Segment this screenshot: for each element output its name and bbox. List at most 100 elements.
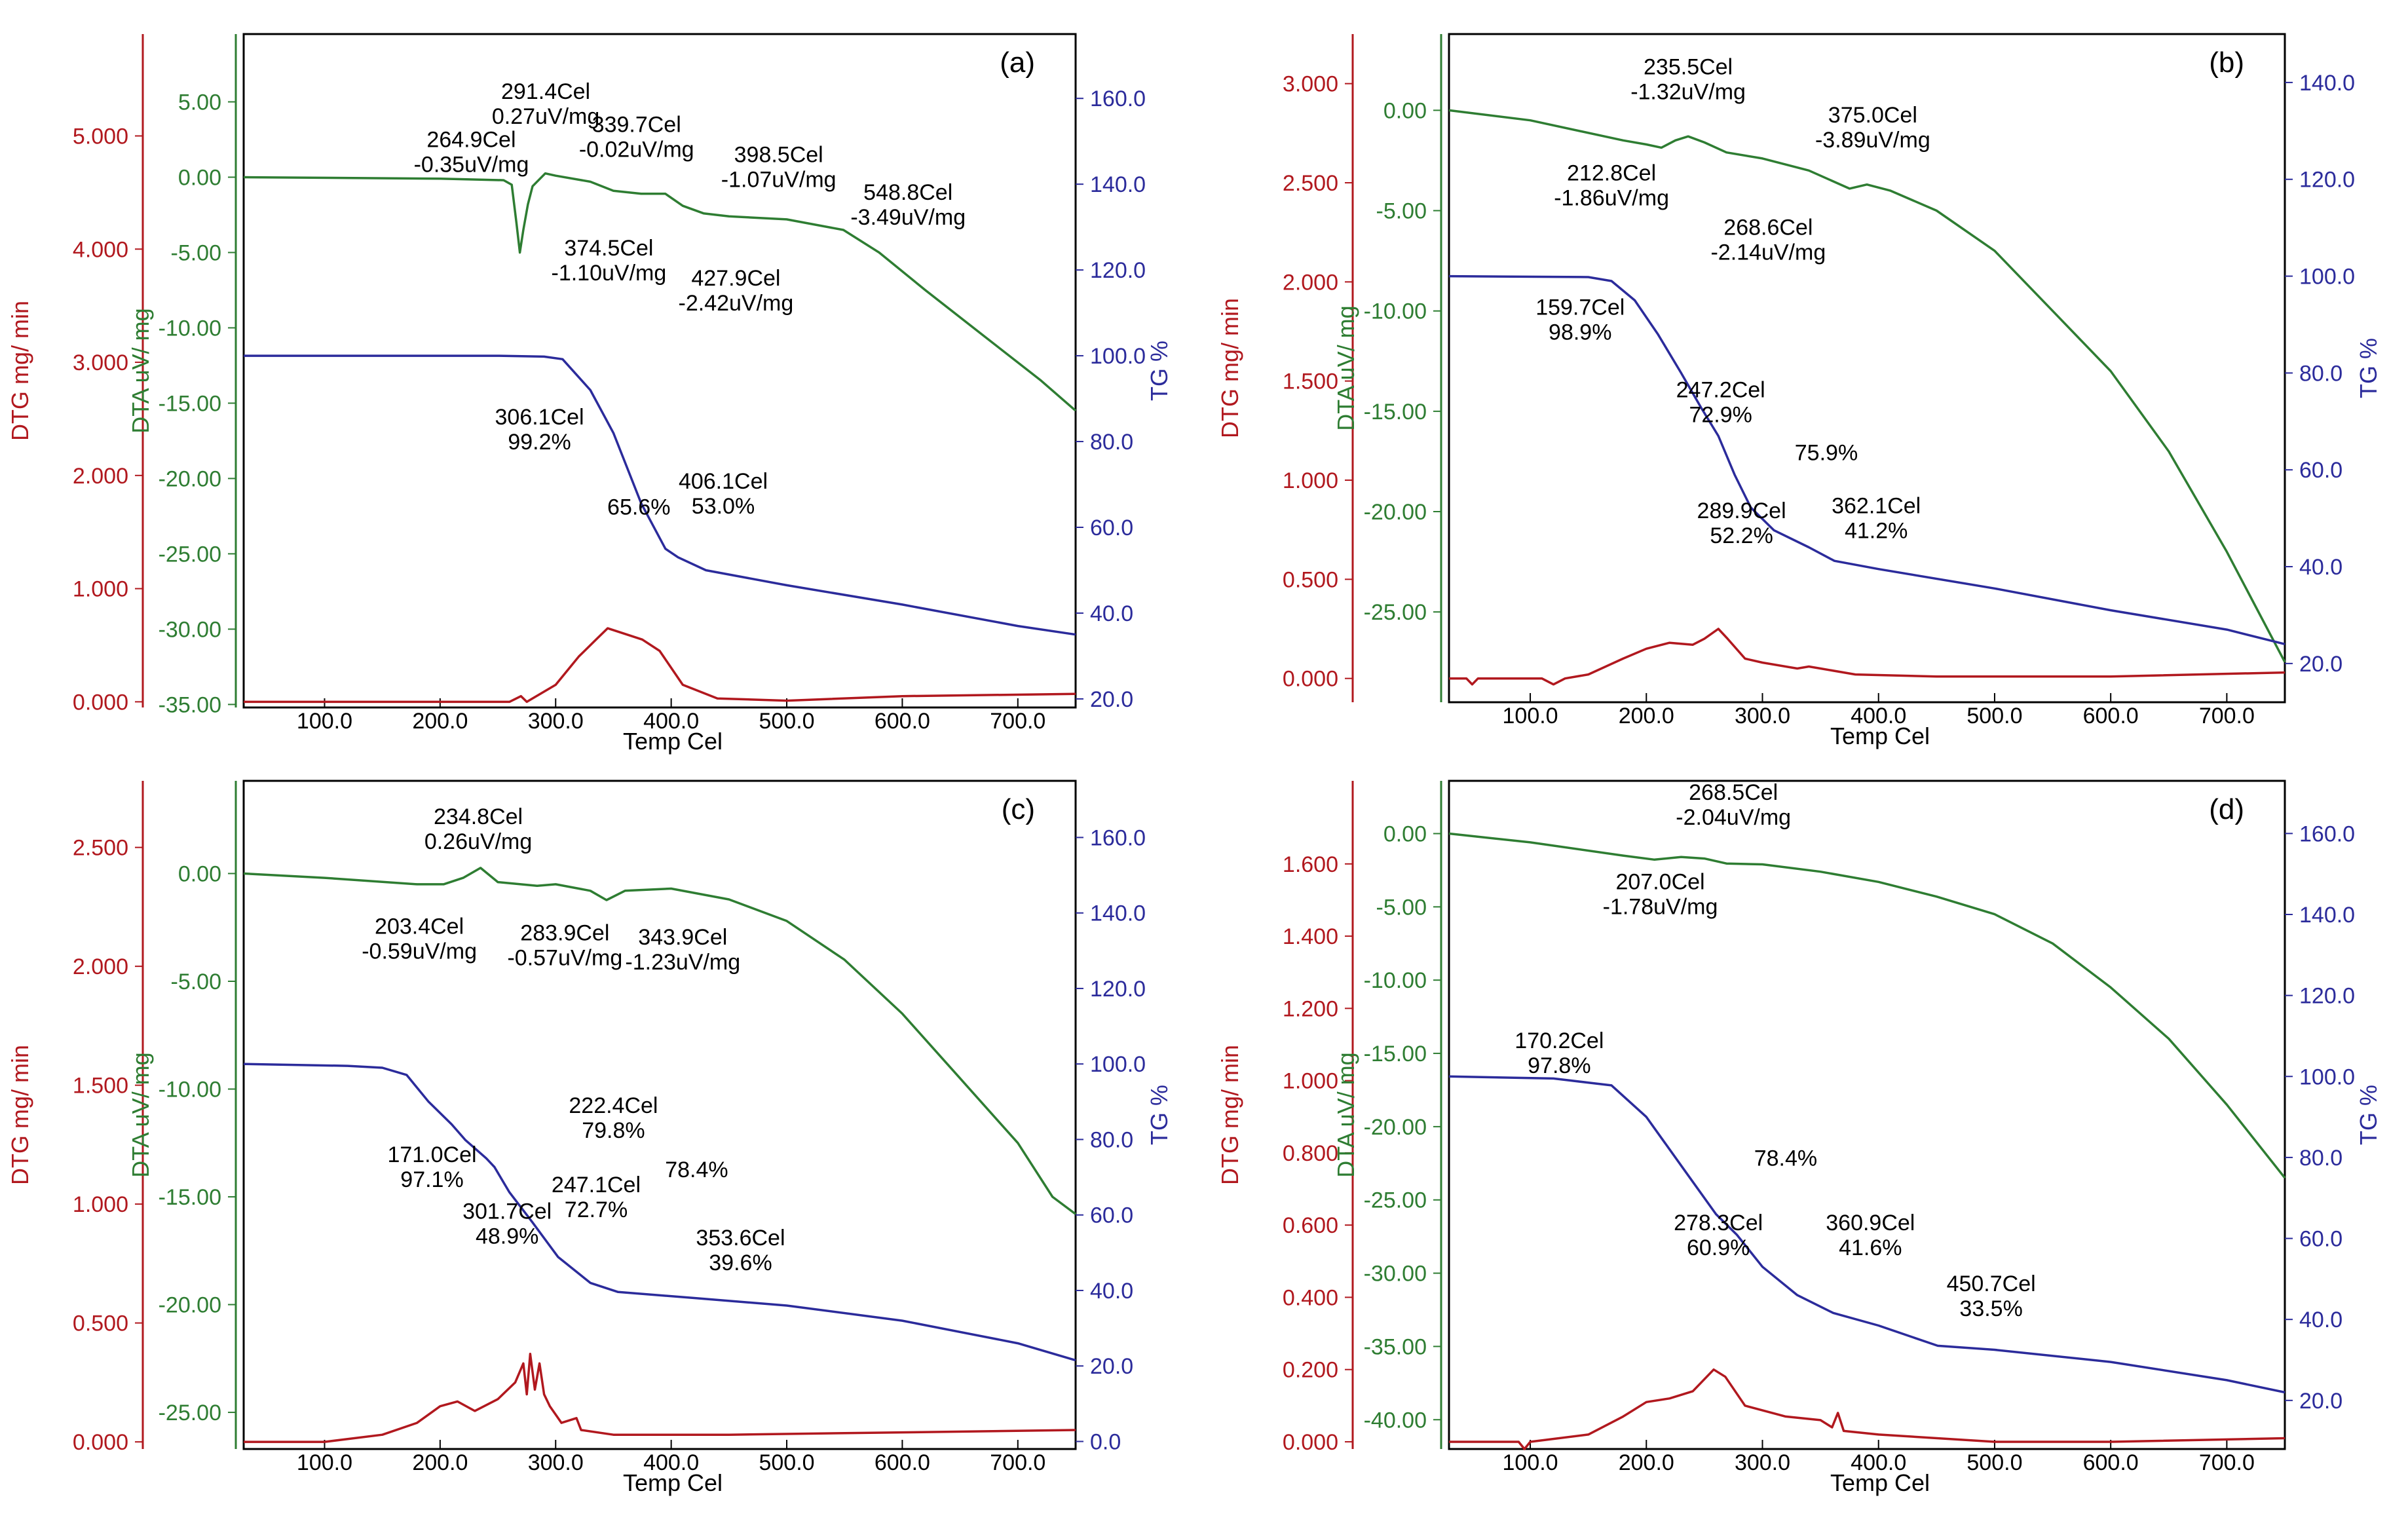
annotation-label: 374.5Cel (564, 236, 653, 261)
annotation-label: 0.26uV/mg (424, 829, 532, 854)
dta-tick-label: -10.00 (159, 316, 221, 341)
annotation-label: -1.23uV/mg (625, 950, 740, 975)
panel-label: (a) (1000, 47, 1035, 79)
annotation-label: -2.42uV/mg (679, 291, 794, 316)
x-tick-label: 500.0 (759, 1450, 814, 1475)
tg-tick-label: 100.0 (1090, 1052, 1146, 1077)
tg-tick-label: 20.0 (2299, 652, 2342, 677)
dtg-tick-label: 3.000 (1283, 72, 1338, 97)
annotation-label: 212.8Cel (1567, 161, 1656, 186)
dta-tick-label: -20.00 (1364, 500, 1427, 525)
x-tick-label: 200.0 (1619, 704, 1674, 728)
annotation-label: 78.4% (1754, 1146, 1817, 1171)
dtg-curve (1449, 628, 2286, 686)
dta-tick-label: -35.00 (1364, 1334, 1427, 1359)
plot-frame (242, 780, 1077, 1450)
tg-tick-label: 20.0 (1090, 687, 1133, 712)
annotation-label: 343.9Cel (638, 925, 727, 950)
annotation-label: -1.32uV/mg (1630, 79, 1746, 104)
annotation-label: 247.2Cel (1676, 377, 1765, 402)
annotation-label: 278.3Cel (1674, 1211, 1763, 1235)
annotation-label: 360.9Cel (1826, 1211, 1915, 1235)
annotation-label: 234.8Cel (434, 804, 523, 829)
annotation-label: 375.0Cel (1828, 103, 1917, 128)
x-tick-label: 500.0 (759, 709, 814, 734)
annotation-label: -1.86uV/mg (1554, 186, 1669, 211)
annotation-label: -1.10uV/mg (552, 261, 667, 286)
tg-tick-label: 60.0 (2299, 458, 2342, 483)
x-tick-label: 400.0 (1851, 1450, 1906, 1475)
x-tick-label: 200.0 (412, 1450, 468, 1475)
annotation-label: 398.5Cel (734, 142, 823, 167)
annotation-label: 53.0% (692, 494, 755, 519)
tg-tick-label: 40.0 (1090, 601, 1133, 626)
annotation-label: 39.6% (709, 1251, 772, 1275)
x-tick-label: 100.0 (297, 1450, 352, 1475)
tg-tick-label: 100.0 (1090, 344, 1146, 369)
panel-d: 100.0 200.0 300.0 400.0 500.0 600.0 700.0 Temp … (1216, 780, 2382, 1496)
x-tick-label: 300.0 (528, 709, 584, 734)
tg-tick-label: 20.0 (1090, 1354, 1133, 1379)
tg-curve (1448, 274, 2286, 645)
tg-tick-label: 160.0 (1090, 86, 1146, 111)
tg-tick-label: 60.0 (1090, 516, 1133, 540)
tg-tick-label: 60.0 (1090, 1203, 1133, 1228)
plot-frame (1448, 33, 2286, 704)
x-axis-title: Temp Cel (1830, 723, 1930, 749)
annotation-label: 72.9% (1689, 402, 1752, 427)
annotation-label: 339.7Cel (592, 112, 681, 137)
plot-frame (242, 33, 1077, 709)
dta-tick-label: -25.00 (159, 542, 221, 567)
dtg-tick-label: 1.400 (1283, 924, 1338, 949)
dtg-tick-label: 0.000 (1283, 667, 1338, 692)
annotation-label: 222.4Cel (569, 1093, 658, 1118)
tg-tick-label: 140.0 (2299, 903, 2355, 928)
dtg-tick-label: 1.000 (1283, 468, 1338, 493)
annotation-label: 48.9% (476, 1224, 538, 1249)
annotation-label: 362.1Cel (1832, 494, 1921, 519)
tg-tick-label: 140.0 (2299, 71, 2355, 96)
tg-curve (243, 1063, 1076, 1362)
annotation-label: 33.5% (1959, 1296, 2022, 1321)
panel-a: 100.0 200.0 300.0 400.0 500.0 600.0 700.0 Temp … (7, 33, 1173, 755)
dta-tick-label: -30.00 (159, 617, 221, 642)
dtg-tick-label: 0.800 (1283, 1141, 1338, 1166)
annotation-label: 548.8Cel (863, 180, 952, 205)
annotation-label: 75.9% (1795, 440, 1858, 465)
dtg-curve (244, 627, 1076, 704)
x-tick-label: 400.0 (643, 709, 699, 734)
tg-axis-title: TG % (1146, 1085, 1173, 1145)
annotation-label: 268.6Cel (1723, 215, 1813, 240)
annotation-label: 207.0Cel (1615, 870, 1704, 895)
dtg-tick-label: 1.500 (73, 1074, 128, 1099)
dta-axis-title: DTA uV/ mg (1332, 305, 1359, 430)
tg-tick-label: 160.0 (1090, 825, 1146, 850)
dtg-tick-label: 0.500 (73, 1311, 128, 1336)
annotation-label: 60.9% (1687, 1235, 1750, 1260)
dtg-tick-label: 2.500 (73, 836, 128, 861)
panel-label: (d) (2209, 793, 2244, 825)
annotation-label: -3.89uV/mg (1815, 128, 1930, 153)
annotation-label: 170.2Cel (1514, 1028, 1604, 1053)
x-tick-label: 600.0 (2083, 704, 2139, 728)
annotation-label: 97.8% (1528, 1053, 1590, 1078)
x-tick-label: 700.0 (2199, 704, 2255, 728)
dtg-tick-label: 0.400 (1283, 1285, 1338, 1310)
annotation-label: 203.4Cel (375, 914, 464, 939)
dta-tick-label: -15.00 (159, 391, 221, 416)
x-tick-label: 700.0 (990, 709, 1045, 734)
panel-label: (c) (1002, 793, 1035, 825)
x-tick-label: 300.0 (528, 1450, 584, 1475)
dta-tick-label: -15.00 (1364, 400, 1427, 424)
annotation-label: 0.27uV/mg (492, 104, 599, 129)
dta-tick-label: 0.00 (1383, 822, 1427, 847)
annotation-label: 289.9Cel (1697, 499, 1786, 523)
panel-b: 100.0 200.0 300.0 400.0 500.0 600.0 700.0 Temp … (1216, 33, 2382, 749)
annotation-label: 41.6% (1839, 1235, 1902, 1260)
dta-tick-label: -30.00 (1364, 1262, 1427, 1287)
x-tick-label: 100.0 (1503, 704, 1558, 728)
dta-tick-label: -25.00 (159, 1401, 221, 1425)
tg-tick-label: 40.0 (2299, 555, 2342, 580)
annotation-label: 97.1% (400, 1167, 463, 1192)
